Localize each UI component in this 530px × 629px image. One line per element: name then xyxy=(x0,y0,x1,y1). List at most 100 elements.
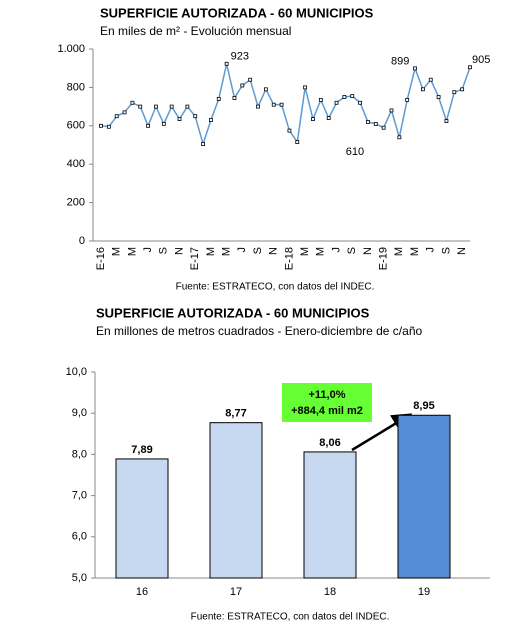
y-tick-label: 8,0 xyxy=(72,448,87,460)
point xyxy=(106,124,111,129)
annotation-box xyxy=(282,383,372,422)
x-tick-label: N xyxy=(456,247,468,255)
chart-title: SUPERFICIE AUTORIZADA - 60 MUNICIPIOS xyxy=(96,305,370,320)
data-label: 923 xyxy=(231,51,249,63)
point xyxy=(240,83,245,88)
point xyxy=(366,120,370,124)
x-tick-label: M xyxy=(111,247,123,256)
point xyxy=(146,123,151,128)
bar xyxy=(209,422,263,579)
point xyxy=(428,77,433,82)
point xyxy=(122,110,127,115)
point xyxy=(373,121,378,126)
x-tick-label: 19 xyxy=(418,586,430,598)
bar xyxy=(397,414,451,579)
y-tick-label: 600 xyxy=(67,120,85,132)
y-tick-label: 200 xyxy=(67,197,85,209)
point xyxy=(287,128,292,133)
data-label: 8,77 xyxy=(225,408,246,420)
point xyxy=(405,97,410,102)
point xyxy=(201,142,205,146)
data-label: 8,95 xyxy=(413,400,434,412)
point xyxy=(138,104,143,109)
chart-title: SUPERFICIE AUTORIZADA - 60 MUNICIPIOS xyxy=(100,5,374,20)
point xyxy=(452,90,457,95)
x-tick-label: N xyxy=(268,247,280,255)
point xyxy=(311,117,315,121)
point xyxy=(436,95,441,99)
x-tick-label: J xyxy=(142,247,154,253)
point xyxy=(303,85,308,90)
x-tick-label: M xyxy=(393,247,405,256)
x-tick-label: 17 xyxy=(230,586,242,598)
point xyxy=(263,87,268,92)
point xyxy=(209,118,213,122)
x-tick-label: S xyxy=(346,247,358,254)
point xyxy=(224,61,229,66)
point xyxy=(326,116,331,121)
annotation: +11,0% xyxy=(308,389,345,401)
point xyxy=(130,100,135,105)
point xyxy=(185,104,190,109)
chart-subtitle: En millones de metros cuadrados - Enero-… xyxy=(96,324,422,338)
data-label: 905 xyxy=(472,54,490,66)
x-tick-label: J xyxy=(425,247,437,253)
x-tick-label: N xyxy=(173,247,185,255)
bar xyxy=(303,451,357,579)
x-tick-label: S xyxy=(158,247,170,254)
y-tick-label: 7,0 xyxy=(72,490,87,502)
y-tick-label: 400 xyxy=(67,158,85,170)
x-tick-label: M xyxy=(409,247,421,256)
point xyxy=(420,87,425,92)
x-tick-label: J xyxy=(330,247,342,253)
annotation: +884,4 mil m2 xyxy=(291,405,363,417)
point xyxy=(161,121,166,126)
point xyxy=(193,114,198,119)
x-tick-label: S xyxy=(440,247,452,254)
y-tick-label: 10,0 xyxy=(66,366,87,378)
x-tick-label: E-17 xyxy=(189,247,201,270)
y-tick-label: 0 xyxy=(79,235,85,247)
point xyxy=(413,66,417,71)
point xyxy=(444,119,449,123)
point xyxy=(248,77,253,82)
x-tick-label: M xyxy=(221,247,233,256)
point xyxy=(397,135,402,140)
x-tick-label: 18 xyxy=(324,586,336,598)
point xyxy=(99,123,103,128)
point xyxy=(460,87,465,92)
x-tick-label: M xyxy=(315,247,327,256)
point xyxy=(350,94,355,98)
point xyxy=(334,100,339,105)
point xyxy=(358,100,362,105)
data-label: 899 xyxy=(391,55,409,67)
point xyxy=(256,104,260,109)
y-tick-label: 800 xyxy=(67,81,85,93)
source: Fuente: ESTRATECO, con datos del INDEC. xyxy=(176,282,375,293)
source: Fuente: ESTRATECO, con datos del INDEC. xyxy=(191,612,390,623)
point xyxy=(154,104,158,109)
line xyxy=(100,63,471,147)
point xyxy=(232,96,237,100)
point xyxy=(295,140,300,145)
point xyxy=(279,102,284,107)
point xyxy=(169,104,174,109)
x-tick-label: N xyxy=(362,247,374,255)
point xyxy=(114,114,119,119)
data-label: 610 xyxy=(346,146,364,158)
y-tick-label: 1.000 xyxy=(57,43,85,55)
point xyxy=(318,97,323,102)
point xyxy=(177,117,182,121)
point xyxy=(381,125,386,130)
data-label: 8,06 xyxy=(319,437,340,449)
x-tick-label: E-16 xyxy=(95,247,107,270)
point xyxy=(389,108,394,113)
chart-subtitle: En miles de m² - Evolución mensual xyxy=(100,24,291,38)
point xyxy=(468,65,472,70)
y-tick-label: 9,0 xyxy=(72,407,87,419)
y-tick-label: 6,0 xyxy=(72,531,87,543)
x-tick-label: S xyxy=(252,247,264,254)
x-tick-label: E-18 xyxy=(283,247,295,270)
data-label: 7,89 xyxy=(131,444,152,456)
point xyxy=(271,102,276,107)
